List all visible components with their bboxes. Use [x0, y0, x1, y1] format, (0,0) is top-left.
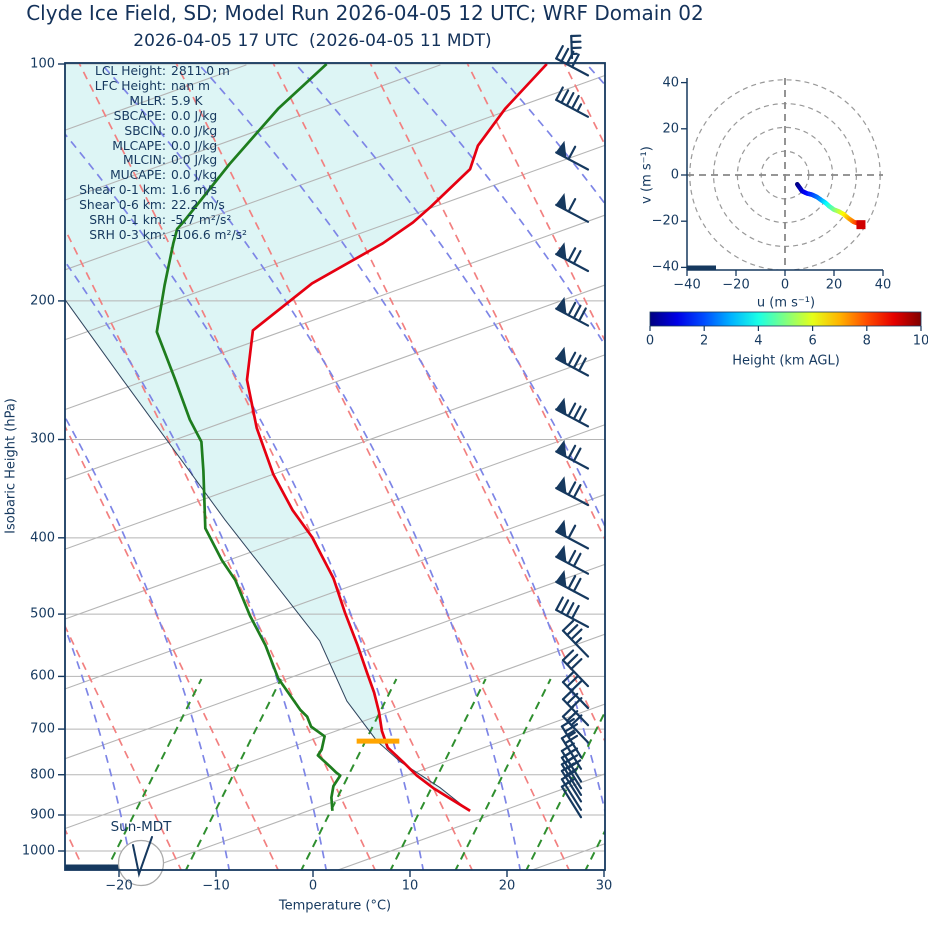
- isotherm-line: [65, 563, 605, 760]
- wind-barb-column: [555, 45, 590, 819]
- mixing-ratio-line: [640, 679, 736, 872]
- mixing-ratio-line: [300, 678, 398, 870]
- hodograph-endpoint-marker: [856, 220, 866, 230]
- dry-adiabat-line: [369, 63, 605, 542]
- moist-adiabat-line: [487, 63, 605, 206]
- dry-adiabat-line: [466, 63, 605, 343]
- wind-barb: [555, 296, 590, 327]
- surface-bar: [65, 864, 122, 870]
- dewpoint-curve: [155, 63, 342, 811]
- barb-pennant: [555, 476, 567, 495]
- isotherm-line: [65, 633, 605, 830]
- mixing-ratio-line: [454, 678, 552, 870]
- barb-pennant: [555, 296, 567, 315]
- moist-adiabat-line: [196, 63, 605, 816]
- barb-pennant: [555, 519, 567, 538]
- isotherm-line: [65, 354, 605, 550]
- skewt-plot-area: [0, 63, 736, 872]
- mixing-ratio-line: [525, 709, 605, 870]
- mixing-ratio-line: [184, 678, 282, 870]
- dry-adiabat-line: [65, 424, 280, 870]
- wind-barb: [555, 570, 590, 600]
- sun-clock: [117, 836, 165, 887]
- barb-pennant: [555, 346, 567, 365]
- wind-barb: [555, 519, 590, 550]
- wind-barb: [555, 86, 590, 118]
- isotherm-line: [65, 64, 441, 201]
- moist-adiabat-line: [99, 63, 522, 870]
- wind-barb: [555, 476, 590, 507]
- wind-barb: [555, 544, 590, 575]
- dry-adiabat-line: [563, 63, 605, 147]
- wind-barb: [561, 619, 590, 658]
- wind-barb: [555, 346, 590, 377]
- isotherm-line: [65, 284, 605, 480]
- barb-pennant: [555, 570, 567, 588]
- moist-adiabat-line: [584, 63, 605, 87]
- barb-pennant: [555, 242, 567, 261]
- isotherm-line: [65, 424, 605, 620]
- wind-barb: [555, 193, 590, 223]
- wind-barb: [555, 140, 590, 171]
- wind-barb: [555, 596, 590, 628]
- dry-adiabat-line: [175, 63, 571, 870]
- barb-pennant: [555, 397, 567, 416]
- barb-pennant: [555, 140, 567, 159]
- mixing-ratio-line: [389, 678, 487, 870]
- wind-barb: [561, 649, 590, 688]
- moist-adiabat-line: [65, 625, 134, 870]
- cin-shade-region: [65, 63, 547, 811]
- moist-adiabat-line: [65, 132, 425, 870]
- isotherm-line: [142, 703, 605, 870]
- barb-pennant: [555, 544, 567, 563]
- wind-barb: [560, 717, 583, 759]
- wind-barb: [560, 778, 583, 819]
- wind-barb: [560, 729, 583, 770]
- wind-barb: [561, 705, 590, 744]
- sun-clock-face: [117, 839, 165, 887]
- dry-adiabat-line: [272, 63, 605, 744]
- mixing-ratio-line: [584, 828, 605, 870]
- barb-pennant: [555, 193, 567, 211]
- mixing-ratio-line: [105, 678, 203, 870]
- height-colorbar: [649, 311, 922, 327]
- wind-barb: [560, 762, 583, 803]
- dry-adiabat-line: [65, 227, 377, 870]
- wind-barb: [570, 34, 582, 60]
- sun-clock-hands: [132, 836, 153, 878]
- moist-adiabat-line: [65, 260, 328, 870]
- wind-barb: [555, 397, 590, 428]
- dry-adiabat-line: [78, 63, 474, 870]
- moist-adiabat-line: [65, 415, 231, 870]
- hodograph-plot-area: [687, 78, 883, 270]
- moist-adiabat-line: [0, 63, 36, 872]
- temperature-curve: [245, 63, 548, 812]
- wind-barb: [555, 439, 590, 470]
- isotherm-line: [65, 144, 605, 341]
- skewt-border: [64, 62, 606, 871]
- hodograph-surface-bar: [687, 265, 716, 270]
- parcel-profile-line: [65, 298, 469, 811]
- wind-barb: [555, 242, 590, 273]
- isotherm-line: [0, 65, 52, 872]
- barb-pennant: [555, 439, 567, 458]
- isotherm-line: [65, 74, 605, 271]
